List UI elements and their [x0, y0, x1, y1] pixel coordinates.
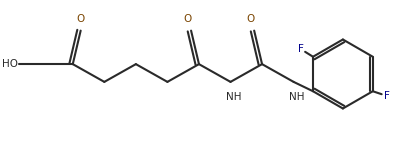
Text: O: O — [183, 14, 191, 24]
Text: F: F — [384, 91, 390, 101]
Text: F: F — [298, 44, 304, 54]
Text: O: O — [246, 14, 254, 24]
Text: NH: NH — [289, 92, 304, 102]
Text: NH: NH — [226, 92, 241, 102]
Text: O: O — [77, 14, 85, 24]
Text: HO: HO — [2, 59, 17, 69]
